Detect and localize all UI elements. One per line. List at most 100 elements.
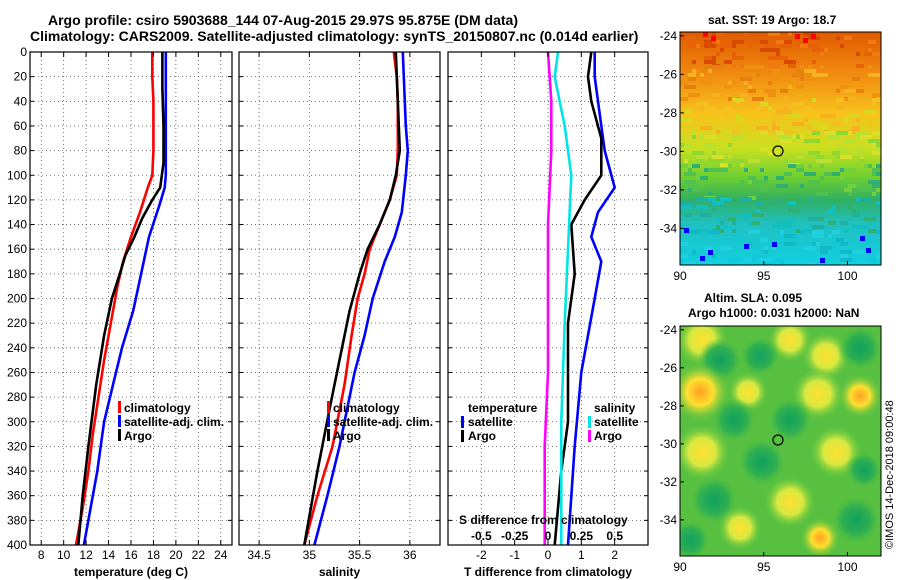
sst-pixel xyxy=(816,192,828,196)
y-tick-label: 240 xyxy=(7,341,27,355)
sst-pixel xyxy=(800,230,804,234)
sst-pixel xyxy=(704,106,716,110)
sst-pixel xyxy=(808,126,812,130)
sst-pixel xyxy=(716,217,720,221)
sla-patch xyxy=(846,452,881,488)
sst-pixel xyxy=(680,143,684,147)
sst-pixel xyxy=(784,159,788,163)
sst-pixel xyxy=(732,64,736,68)
sst-pixel xyxy=(876,164,881,168)
sla-patch xyxy=(680,424,730,480)
sst-pixel xyxy=(844,168,856,172)
sst-pixel xyxy=(684,36,696,40)
sst-pixel xyxy=(864,60,876,64)
x-tick-label: 34.5 xyxy=(247,548,271,562)
legend-label-t-satellite: satellite xyxy=(468,415,513,429)
sst-pixel xyxy=(696,197,708,201)
sst-pixel xyxy=(860,188,872,192)
sst-pixel xyxy=(700,126,712,130)
sst-pixel xyxy=(772,114,784,118)
sst-pixel xyxy=(680,250,688,254)
sst-pixel xyxy=(724,110,728,114)
sst-pixel xyxy=(708,151,712,155)
sla-map: Altim. SLA: 0.095 Argo h1000: 0.031 h200… xyxy=(660,291,882,574)
sst-pixel xyxy=(796,44,800,48)
sst-pixel xyxy=(876,230,880,234)
sst-pixel xyxy=(684,262,696,265)
sst-pixel xyxy=(764,246,768,250)
sst-pixel xyxy=(860,159,864,163)
sst-pixel xyxy=(848,114,860,118)
x-axis-label: salinity xyxy=(319,565,361,579)
x-tick-label: 16 xyxy=(124,548,138,562)
sla-map-title: Altim. SLA: 0.095 xyxy=(704,291,802,305)
sst-pixel xyxy=(688,168,692,172)
sst-pixel xyxy=(876,151,881,155)
sst-pixel xyxy=(724,60,732,64)
sst-pixel xyxy=(804,172,816,176)
sla-anomaly-patches xyxy=(680,326,881,556)
sst-pixel xyxy=(703,32,708,37)
sst-pixel xyxy=(832,122,844,126)
sst-pixel xyxy=(760,131,768,135)
sst-pixel xyxy=(712,65,724,69)
sst-pixel xyxy=(872,168,880,172)
sst-pixel xyxy=(692,250,696,254)
sst-pixel xyxy=(796,69,808,73)
sst-pixel xyxy=(764,262,776,265)
sst-pixel xyxy=(728,258,740,262)
sst-pixel xyxy=(840,155,852,159)
map-y-tick-label: -26 xyxy=(660,361,678,375)
map-y-tick-label: -34 xyxy=(660,221,678,235)
legend-swatch-climatology xyxy=(327,401,330,413)
sst-pixel xyxy=(860,155,864,159)
sst-pixel xyxy=(808,139,820,143)
sst-pixel xyxy=(832,246,836,250)
sst-pixel xyxy=(872,184,880,188)
sst-pixel xyxy=(712,93,720,97)
sst-pixel xyxy=(688,254,700,258)
sst-pixel xyxy=(836,155,840,159)
sst-pixel xyxy=(780,130,792,134)
sst-pixel xyxy=(680,205,692,209)
sst-pixel xyxy=(816,155,824,159)
sst-pixel xyxy=(748,98,752,102)
sst-pixel xyxy=(768,60,776,64)
sst-pixel xyxy=(688,44,696,48)
sla-patch xyxy=(712,398,756,442)
sst-pixel xyxy=(760,40,768,44)
sst-pixel xyxy=(712,155,724,159)
x-tick-label: 2 xyxy=(611,548,618,562)
sla-patch xyxy=(832,496,880,544)
x-tick-label: 18 xyxy=(147,548,161,562)
series-line-satellite-adj-clim- xyxy=(313,51,410,546)
map-y-tick-label: -28 xyxy=(660,399,678,413)
sst-pixel xyxy=(840,176,844,180)
legend-label-t-argo: Argo xyxy=(468,429,496,443)
s-tick-label: 0.5 xyxy=(606,529,623,543)
sst-pixel xyxy=(868,180,880,184)
sst-pixel xyxy=(784,40,792,44)
sst-pixel xyxy=(708,262,712,265)
sst-pixel xyxy=(864,217,876,221)
sst-pixel xyxy=(756,201,764,205)
sst-pixel xyxy=(872,192,876,196)
sst-pixel xyxy=(868,139,880,143)
sst-pixel xyxy=(844,118,848,122)
sst-pixel xyxy=(724,130,732,134)
sst-pixel xyxy=(856,147,864,151)
sst-pixel xyxy=(848,130,860,134)
sst-pixel xyxy=(724,225,728,229)
sst-pixel xyxy=(812,60,816,64)
legend-swatch-argo xyxy=(118,429,121,441)
x-tick-label: -1 xyxy=(509,548,520,562)
sst-pixel xyxy=(688,77,696,81)
sst-pixel xyxy=(820,126,828,130)
sst-pixel xyxy=(732,229,736,233)
sst-pixel xyxy=(780,238,784,242)
sst-pixel xyxy=(732,238,744,242)
sst-pixel xyxy=(768,81,772,85)
sst-pixel xyxy=(876,147,881,151)
sst-pixel xyxy=(784,242,796,246)
sst-pixel xyxy=(756,65,764,69)
